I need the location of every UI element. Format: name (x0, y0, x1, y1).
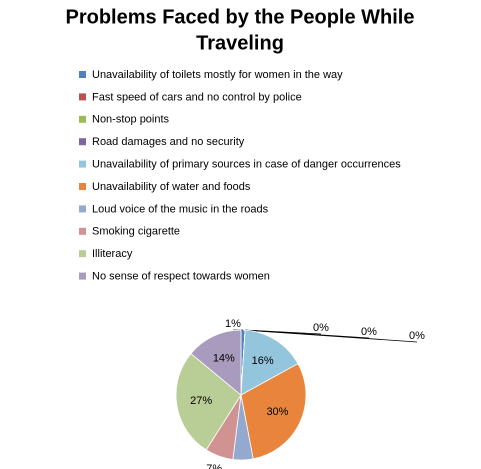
chart-title: Problems Faced by the People While (66, 6, 415, 28)
legend-label: No sense of respect towards women (92, 271, 270, 283)
pie: 1% 0% 0% 0% 16% 30% 5% 7% 27% 14% (175, 318, 425, 469)
data-label: 16% (252, 355, 274, 367)
legend-label: Road damages and no security (92, 136, 245, 148)
legend-label: Smoking cigarette (92, 226, 180, 238)
legend-label: Non-stop points (92, 114, 170, 126)
data-label: 7% (206, 463, 222, 469)
legend-swatch (79, 160, 86, 168)
pie-slice (240, 363, 307, 460)
data-label: 0% (313, 322, 329, 334)
legend-swatch (79, 250, 86, 258)
legend-swatch (79, 71, 86, 78)
pie-slice (240, 329, 299, 396)
legend-swatch (79, 183, 86, 190)
data-label: 0% (409, 330, 425, 342)
legend-label: Unavailability of primary sources in cas… (92, 159, 401, 171)
pie-slice (175, 353, 242, 451)
data-label: 30% (266, 406, 288, 418)
pie-slice (190, 329, 242, 396)
legend-swatch (79, 115, 86, 123)
legend: Unavailability of toilets mostly for wom… (79, 69, 401, 283)
data-label: 1% (225, 318, 241, 330)
legend-label: Fast speed of cars and no control by pol… (92, 91, 302, 103)
data-label: 0% (361, 326, 377, 338)
legend-swatch (79, 138, 86, 146)
legend-swatch (79, 205, 86, 213)
chart-title: Traveling (196, 32, 284, 54)
legend-swatch (79, 93, 86, 101)
legend-label: Unavailability of water and foods (92, 181, 251, 193)
legend-swatch (79, 272, 86, 280)
legend-label: Unavailability of toilets mostly for wom… (92, 69, 343, 81)
data-label: 14% (213, 352, 235, 364)
leader-line (245, 329, 418, 343)
legend-label: Illiteracy (92, 248, 133, 260)
legend-label: Loud voice of the music in the roads (92, 203, 269, 215)
data-label: 5% (236, 468, 252, 469)
legend-swatch (79, 227, 86, 235)
data-label: 27% (190, 395, 212, 407)
